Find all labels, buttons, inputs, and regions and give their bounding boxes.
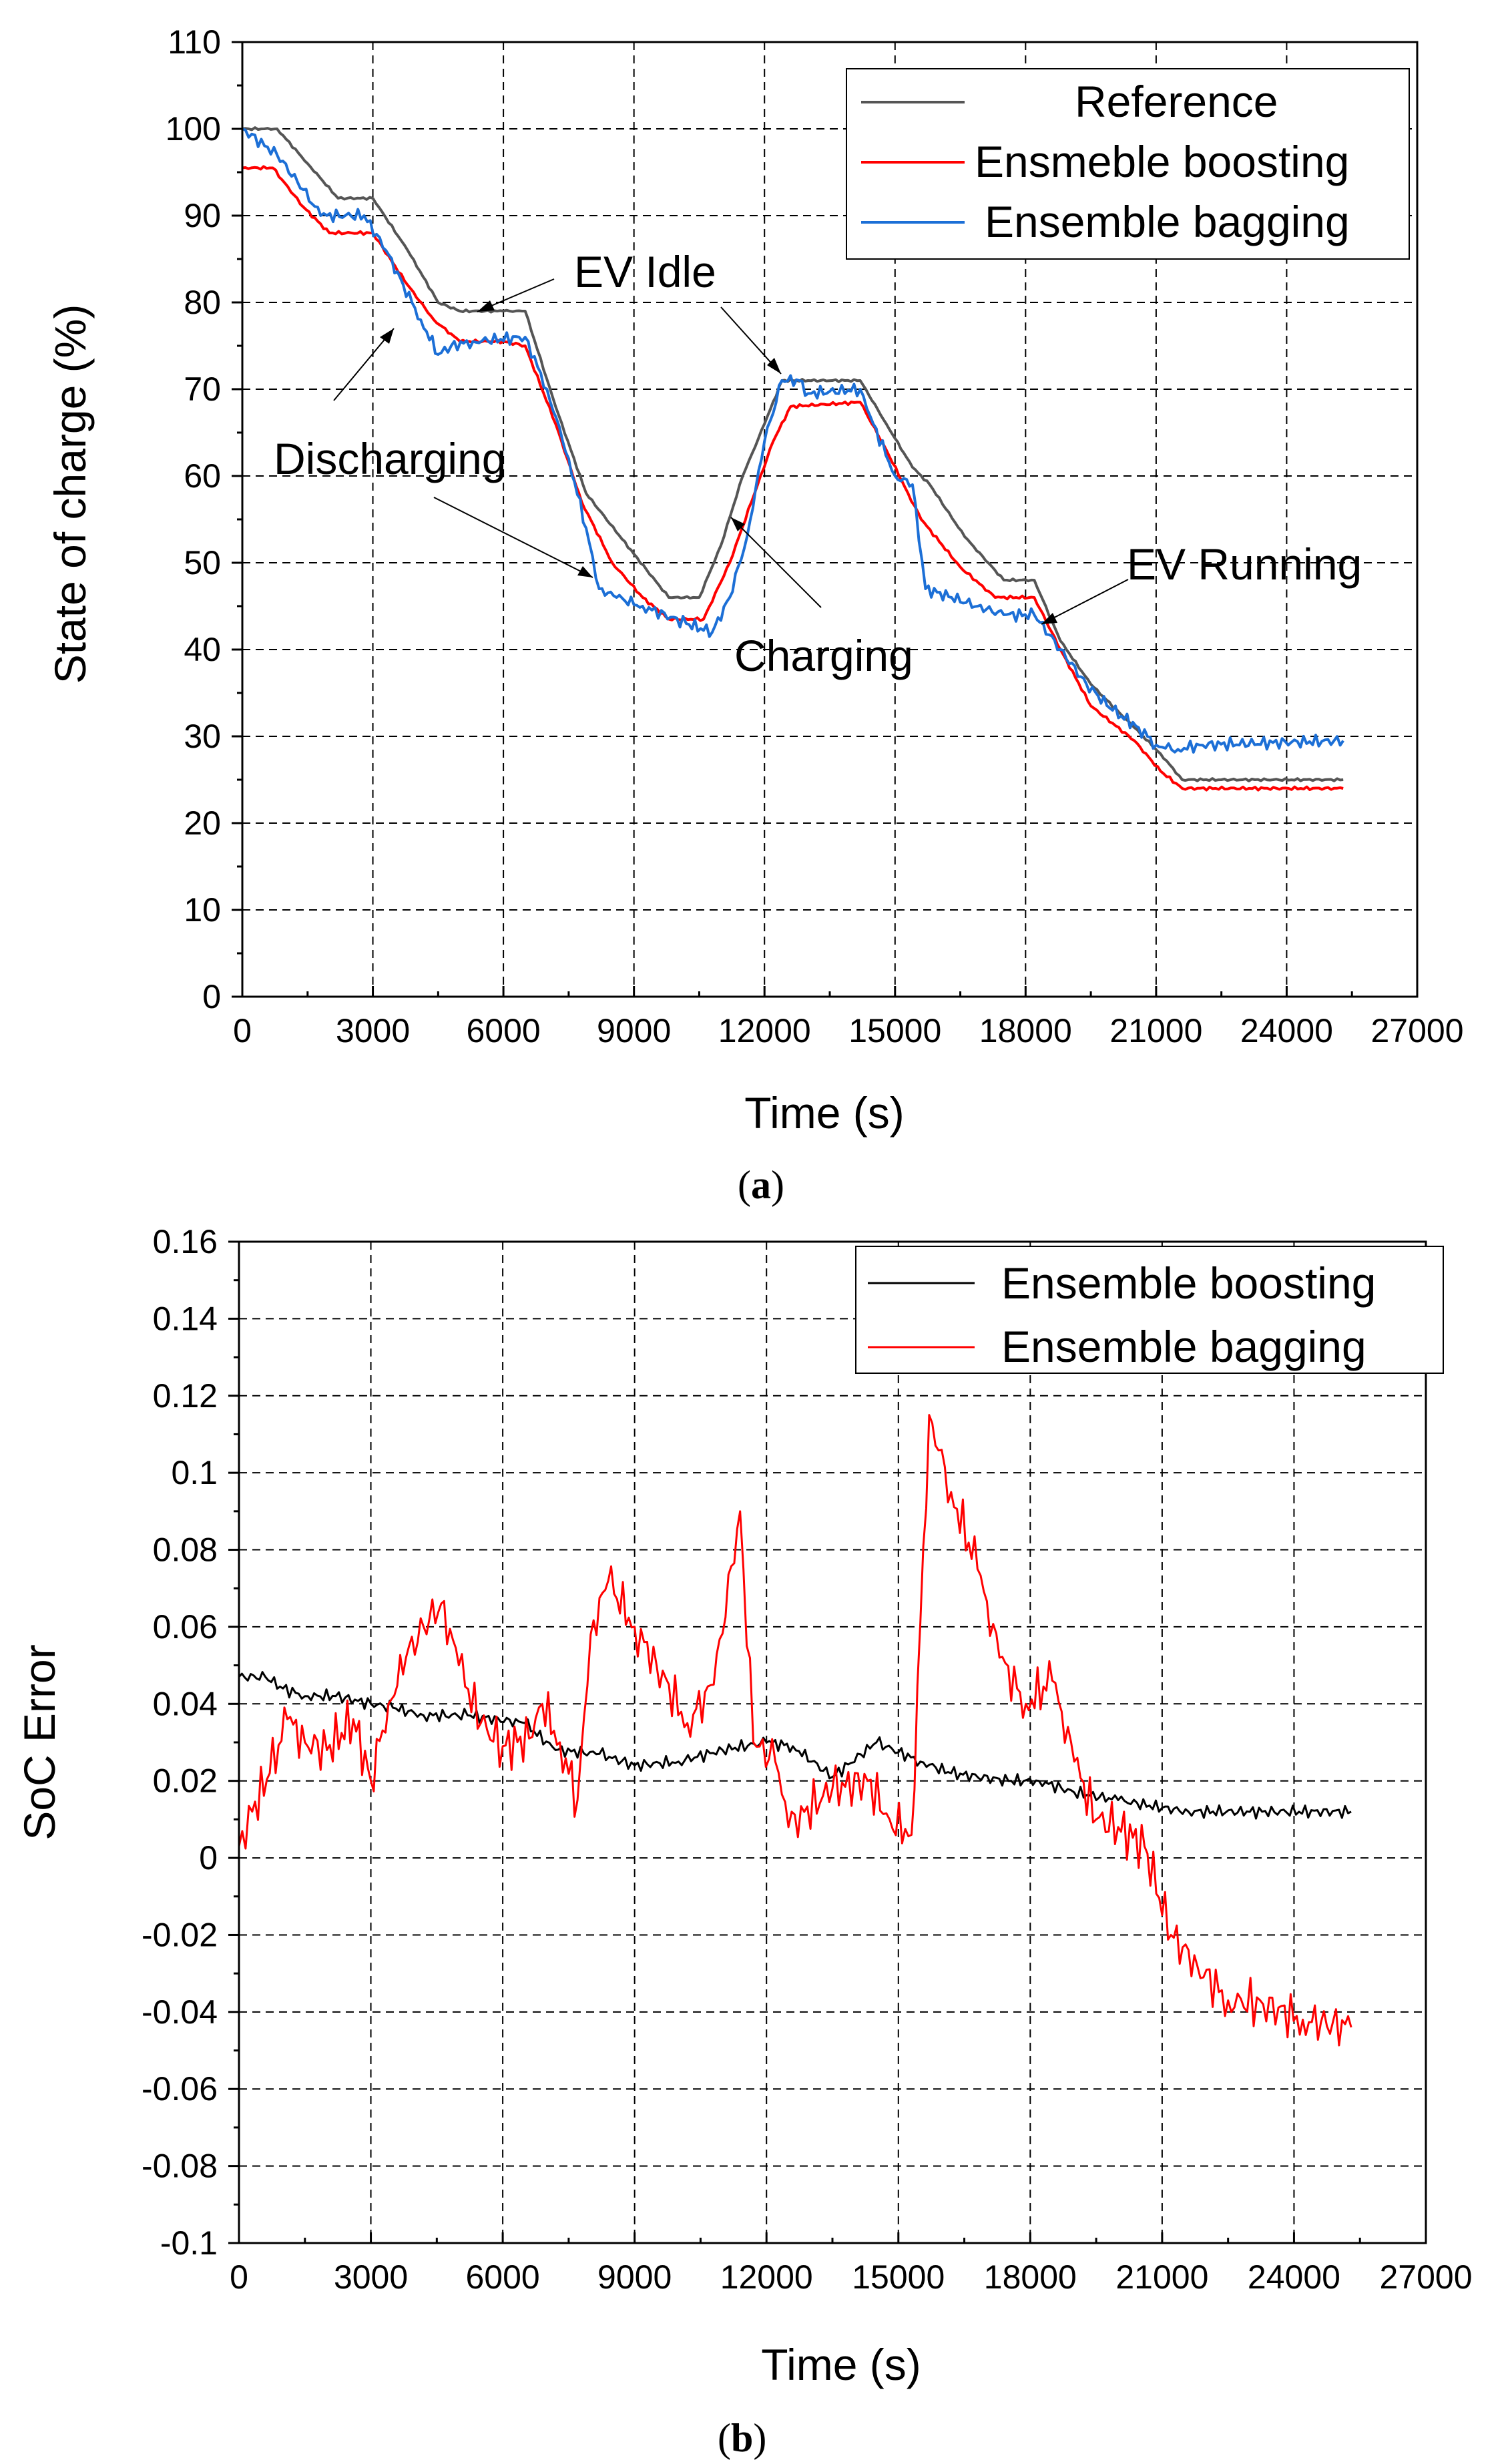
arrowhead-icon: [380, 328, 394, 344]
y-tick-label: 20: [184, 804, 221, 842]
y-tick-label: 50: [184, 544, 221, 581]
y-tick-label: -0.02: [142, 1916, 218, 1953]
error-grid: [239, 1242, 1426, 2243]
arrowhead-icon: [477, 300, 495, 312]
y-tick-label: 0.16: [153, 1223, 218, 1260]
soc-chart: 0 3000 6000 9000 12000 15000 18000 21000 24000 27…: [45, 23, 1464, 1207]
x-tick-label: 6000: [466, 1012, 540, 1049]
soc-legend: Reference Ensmeble boosting Ensemble bag…: [846, 68, 1410, 260]
error-y-axis-label: SoC Error: [15, 1644, 64, 1840]
y-tick-label: 80: [184, 284, 221, 321]
x-tick-label: 0: [230, 2258, 248, 2296]
x-tick-label: 6000: [465, 2258, 539, 2296]
soc-x-axis-label: Time (s): [744, 1088, 905, 1138]
error-legend: Ensemble boosting Ensemble bagging: [855, 1246, 1444, 1374]
panel-label-a: (a): [738, 1163, 784, 1207]
y-tick-label: 0.08: [153, 1531, 218, 1569]
x-tick-label: 15000: [852, 2258, 945, 2296]
x-tick-label: 27000: [1370, 1012, 1463, 1049]
y-tick-label: -0.04: [142, 1993, 218, 2031]
x-tick-label: 3000: [334, 2258, 408, 2296]
error-ticks: 0 3000 6000 9000 12000 15000 18000 21000 24000 27…: [142, 1223, 1472, 2296]
series-line-ensmeble-boosting: [242, 165, 1344, 792]
y-tick-label: 90: [184, 197, 221, 234]
x-tick-label: 24000: [1248, 2258, 1340, 2296]
y-tick-label: 0.14: [153, 1300, 218, 1337]
x-tick-label: 12000: [718, 1012, 811, 1049]
y-tick-label: 0.02: [153, 1762, 218, 1800]
y-tick-label: 60: [184, 457, 221, 495]
annotation-charging: Charging: [734, 631, 913, 680]
x-tick-label: 21000: [1109, 1012, 1202, 1049]
y-tick-label: 40: [184, 631, 221, 668]
x-tick-label: 18000: [984, 2258, 1077, 2296]
y-tick-label: 0: [202, 978, 221, 1015]
x-tick-label: 15000: [848, 1012, 941, 1049]
arrowhead-icon: [731, 517, 745, 531]
legend-label-bagging: Ensemble bagging: [1001, 1322, 1366, 1371]
annotation-ev-running: EV Running: [1127, 539, 1362, 589]
series-line-ensemble-bagging: [238, 1414, 1352, 2047]
soc-y-axis-label: State of charge (%): [45, 304, 95, 684]
annotation-discharging: Discharging: [274, 434, 507, 483]
y-tick-label: 110: [168, 23, 221, 61]
arrowhead-icon: [767, 358, 781, 374]
y-tick-label: 0: [199, 1839, 218, 1877]
series-line-ensemble-bagging: [242, 128, 1344, 754]
legend-label-boosting: Ensmeble boosting: [975, 137, 1349, 186]
x-tick-label: 24000: [1240, 1012, 1333, 1049]
y-tick-label: 70: [184, 371, 221, 408]
y-tick-label: 0.1: [171, 1454, 218, 1491]
y-tick-label: 100: [166, 110, 221, 148]
arrowhead-icon: [577, 566, 593, 577]
x-tick-label: 12000: [720, 2258, 813, 2296]
error-x-axis-label: Time (s): [761, 2340, 921, 2389]
x-tick-label: 18000: [979, 1012, 1072, 1049]
series-line-ensemble-boosting: [238, 1671, 1352, 1820]
legend-label-boosting: Ensemble boosting: [1001, 1258, 1376, 1308]
y-tick-label: 0.12: [153, 1377, 218, 1415]
svg-text:(b): (b): [718, 2416, 766, 2460]
x-tick-label: 9000: [597, 1012, 671, 1049]
y-tick-label: -0.08: [142, 2148, 218, 2185]
x-tick-label: 0: [233, 1012, 252, 1049]
soc-annotations: EV Idle Discharging Charging EV Running: [274, 247, 1362, 680]
annotation-ev-idle: EV Idle: [574, 247, 716, 296]
arrowhead-icon: [1041, 613, 1057, 624]
y-tick-label: 0.06: [153, 1608, 218, 1646]
legend-label-reference: Reference: [1075, 77, 1278, 126]
error-chart: 0 3000 6000 9000 12000 15000 18000 21000 24000 27…: [15, 1223, 1473, 2460]
y-tick-label: -0.1: [160, 2224, 218, 2262]
y-tick-label: 30: [184, 718, 221, 755]
panel-label-b: (b): [718, 2416, 766, 2460]
svg-text:(a): (a): [738, 1163, 784, 1207]
x-tick-label: 3000: [336, 1012, 410, 1049]
legend-label-bagging: Ensemble bagging: [985, 197, 1350, 246]
soc-ticks: 0 3000 6000 9000 12000 15000 18000 21000 24000 27…: [166, 23, 1464, 1049]
error-series-layer: [238, 1414, 1352, 2047]
y-tick-label: 10: [184, 891, 221, 929]
y-tick-label: 0.04: [153, 1685, 218, 1722]
x-tick-label: 27000: [1379, 2258, 1472, 2296]
soc-series-layer: [242, 126, 1344, 792]
x-tick-label: 21000: [1115, 2258, 1208, 2296]
y-tick-label: -0.06: [142, 2070, 218, 2108]
x-tick-label: 9000: [597, 2258, 672, 2296]
